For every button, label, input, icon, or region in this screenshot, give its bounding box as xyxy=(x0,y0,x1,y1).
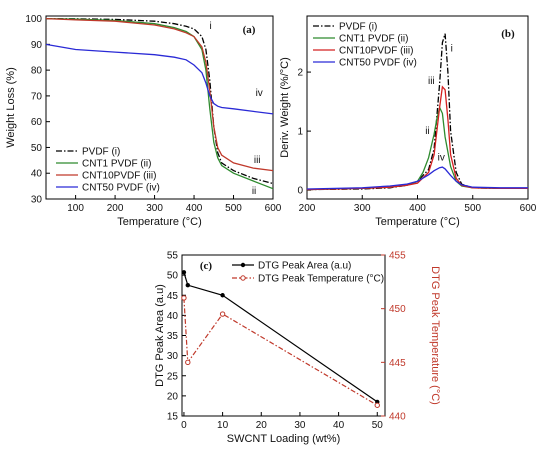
c-y-tick-label: 20 xyxy=(167,391,179,402)
a-y-tick-label: 100 xyxy=(25,14,42,25)
c-legend-marker xyxy=(240,262,246,268)
c-x-tick-label: 10 xyxy=(217,420,229,431)
a-x-tick-label: 600 xyxy=(265,203,282,214)
a-x-axis-label: Temperature (°C) xyxy=(117,216,201,228)
c-y2-tick-label: 450 xyxy=(389,304,406,315)
b-series-line-4 xyxy=(306,166,528,190)
c-x-tick-label: 30 xyxy=(294,420,306,431)
c-legend-entry: DTG Peak Area (a.u) xyxy=(258,261,351,272)
c-y2-axis-label: DTG Peak Temperature (°C) xyxy=(429,266,441,405)
chart-panel-c: 0 10 20 30 40 50 15 20 25 30 35 40 45 50 55 440 445 450 45… xyxy=(154,251,441,446)
b-annotation-4: iv xyxy=(438,153,445,164)
c-panel-label: (c) xyxy=(200,260,213,272)
c-data-point-area xyxy=(220,293,225,298)
c-y-tick-label: 50 xyxy=(167,271,179,282)
a-series-line-1 xyxy=(45,17,274,185)
c-y-tick-label: 30 xyxy=(167,351,179,362)
c-data-point-temperature xyxy=(219,311,226,317)
b-legend-entry: CNT1 PVDF (ii) xyxy=(339,34,408,45)
c-x-axis-label: SWCNT Loading (wt%) xyxy=(227,433,341,445)
c-x-tick-label: 20 xyxy=(256,420,268,431)
c-y-tick-label: 45 xyxy=(167,291,179,302)
chart-panel-a: 100 200 300 400 500 600 30 40 50 60 70 80 90 100 Tempe… xyxy=(5,14,282,228)
c-series-line-area xyxy=(183,272,378,403)
b-annotation-1: i xyxy=(451,43,453,54)
a-y-tick-label: 30 xyxy=(31,195,43,206)
c-data-point-area xyxy=(185,282,190,288)
a-x-tick-label: 400 xyxy=(186,203,203,214)
a-y-tick-label: 90 xyxy=(31,40,43,51)
a-series-line-3 xyxy=(45,17,274,172)
b-y-tick-label: 2 xyxy=(297,68,303,79)
b-legend-entry: CNT10PVDF (iii) xyxy=(339,46,413,57)
a-x-tick-label: 200 xyxy=(107,203,124,214)
c-x-tick-label: 0 xyxy=(181,420,187,431)
a-x-tick-label: 300 xyxy=(146,203,163,214)
a-series-line-2 xyxy=(45,17,274,190)
a-annotation-3: ii xyxy=(252,186,256,197)
c-data-point-temperature xyxy=(181,295,187,301)
a-y-axis-label: Weight Loss (%) xyxy=(5,67,17,148)
c-y2-tick-label: 455 xyxy=(389,251,406,262)
b-series-line-2 xyxy=(306,105,528,191)
a-annotation-1: i xyxy=(210,21,212,32)
c-data-point-temperature xyxy=(374,402,380,408)
b-x-tick-label: 200 xyxy=(299,203,316,214)
a-panel-label: (a) xyxy=(243,24,256,36)
c-legend-entry: DTG Peak Temperature (°C) xyxy=(258,274,384,285)
c-y-tick-label: 55 xyxy=(167,251,179,262)
b-legend-entry: CNT50 PVDF (iv) xyxy=(339,58,417,69)
c-x-tick-label: 40 xyxy=(333,420,345,431)
c-x-tick-label: 50 xyxy=(372,420,384,431)
c-y2-tick-label: 445 xyxy=(389,358,406,369)
b-series-line-3 xyxy=(306,85,528,191)
a-x-tick-label: 100 xyxy=(67,203,84,214)
a-y-tick-label: 70 xyxy=(31,91,43,102)
b-legend-entry: PVDF (i) xyxy=(339,22,377,33)
b-y-axis-label: Deriv. Weight (%/°C) xyxy=(279,57,291,158)
b-panel-label: (b) xyxy=(501,28,515,40)
c-data-point-area xyxy=(181,270,187,275)
b-y-tick-label: 1 xyxy=(297,127,303,138)
c-legend-marker xyxy=(240,275,246,281)
a-legend-entry: CNT1 PVDF (ii) xyxy=(82,159,151,170)
a-y-tick-label: 50 xyxy=(31,143,43,154)
b-x-tick-label: 400 xyxy=(409,203,426,214)
a-annotation-2: iii xyxy=(254,155,261,166)
b-x-tick-label: 500 xyxy=(464,203,481,214)
a-y-tick-label: 40 xyxy=(31,169,43,180)
a-legend-entry: CNT10PVDF (iii) xyxy=(82,171,156,182)
a-y-tick-label: 60 xyxy=(31,117,43,128)
a-series-line-4 xyxy=(45,43,274,115)
c-y-tick-label: 25 xyxy=(167,371,179,382)
b-annotation-3: ii xyxy=(425,126,429,137)
b-x-tick-label: 600 xyxy=(520,203,537,214)
b-y-tick-label: 0 xyxy=(297,186,303,197)
c-series-line-temperature xyxy=(183,297,378,406)
plot-frame xyxy=(45,15,274,200)
c-y-tick-label: 40 xyxy=(167,311,179,322)
c-y2-tick-label: 440 xyxy=(389,412,406,423)
c-data-point-temperature xyxy=(185,359,191,366)
c-y-tick-label: 35 xyxy=(167,331,179,342)
c-y-tick-label: 15 xyxy=(167,412,179,423)
a-annotation-4: iv xyxy=(256,88,263,99)
a-x-tick-label: 500 xyxy=(225,203,242,214)
b-x-tick-label: 300 xyxy=(354,203,371,214)
a-legend-entry: PVDF (i) xyxy=(82,147,120,158)
a-y-tick-label: 80 xyxy=(31,66,43,77)
b-annotation-2: iii xyxy=(428,76,435,87)
b-x-axis-label: Temperature (°C) xyxy=(375,216,459,228)
chart-panel-b: 200 300 400 500 600 0 1 2 Temperature (°C) Deriv.… xyxy=(279,15,537,228)
c-y-axis-label: DTG Peak Area (a.u) xyxy=(154,284,166,387)
a-legend-entry: CNT50 PVDF (iv) xyxy=(82,183,160,194)
